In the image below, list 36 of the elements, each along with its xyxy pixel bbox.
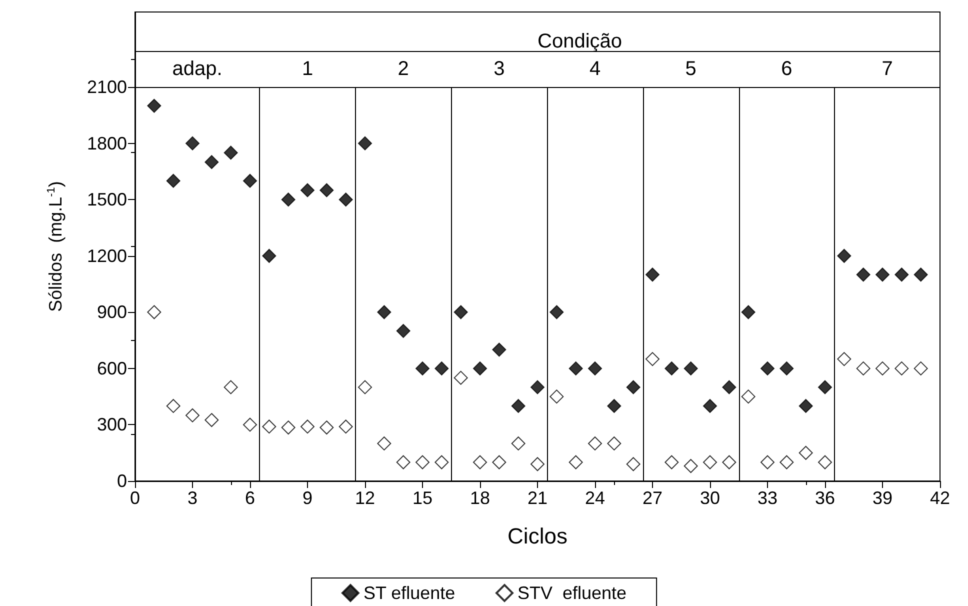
y-axis-title: Sólidos (mg.L-1) xyxy=(46,181,66,312)
y-tick-label: 2100 xyxy=(86,77,127,98)
x-tick-label: 9 xyxy=(302,488,313,508)
x-axis-title: Ciclos xyxy=(508,524,568,548)
x-tick-label: 3 xyxy=(187,488,198,508)
legend-label: ST efluente xyxy=(363,583,456,603)
x-tick-label: 30 xyxy=(700,488,720,508)
annotation: 2 xyxy=(398,58,409,80)
x-tick-label: 39 xyxy=(872,488,893,508)
y-tick-label: 1200 xyxy=(86,246,127,266)
x-tick-label: 42 xyxy=(930,488,950,508)
annotation: 6 xyxy=(781,58,792,80)
annotation: 7 xyxy=(882,58,893,80)
x-tick-label: 21 xyxy=(527,488,548,508)
legend-label: STV efluente xyxy=(517,583,627,603)
annotation: 5 xyxy=(685,58,696,80)
annotation: 4 xyxy=(589,58,601,80)
x-tick-label: 0 xyxy=(130,488,140,508)
annotation: 3 xyxy=(494,58,505,80)
y-tick-label: 600 xyxy=(96,358,127,378)
x-tick-label: 18 xyxy=(470,488,490,508)
x-tick-label: 27 xyxy=(642,488,663,508)
y-tick-label: 900 xyxy=(96,302,127,322)
x-tick-label: 15 xyxy=(412,488,433,508)
x-tick-label: 6 xyxy=(244,488,256,508)
annotation: Condição xyxy=(537,30,622,53)
x-tick-label: 12 xyxy=(354,488,376,508)
y-tick-label: 1500 xyxy=(86,190,127,210)
x-tick-label: 24 xyxy=(584,488,606,508)
y-tick-label: 0 xyxy=(116,471,127,491)
annotation: adap. xyxy=(172,58,222,80)
x-tick-label: 36 xyxy=(814,488,836,508)
x-tick-label: 33 xyxy=(757,488,778,508)
annotation: 1 xyxy=(302,58,314,80)
y-tick-label: 1800 xyxy=(86,133,127,154)
y-tick-label: 300 xyxy=(96,414,127,435)
